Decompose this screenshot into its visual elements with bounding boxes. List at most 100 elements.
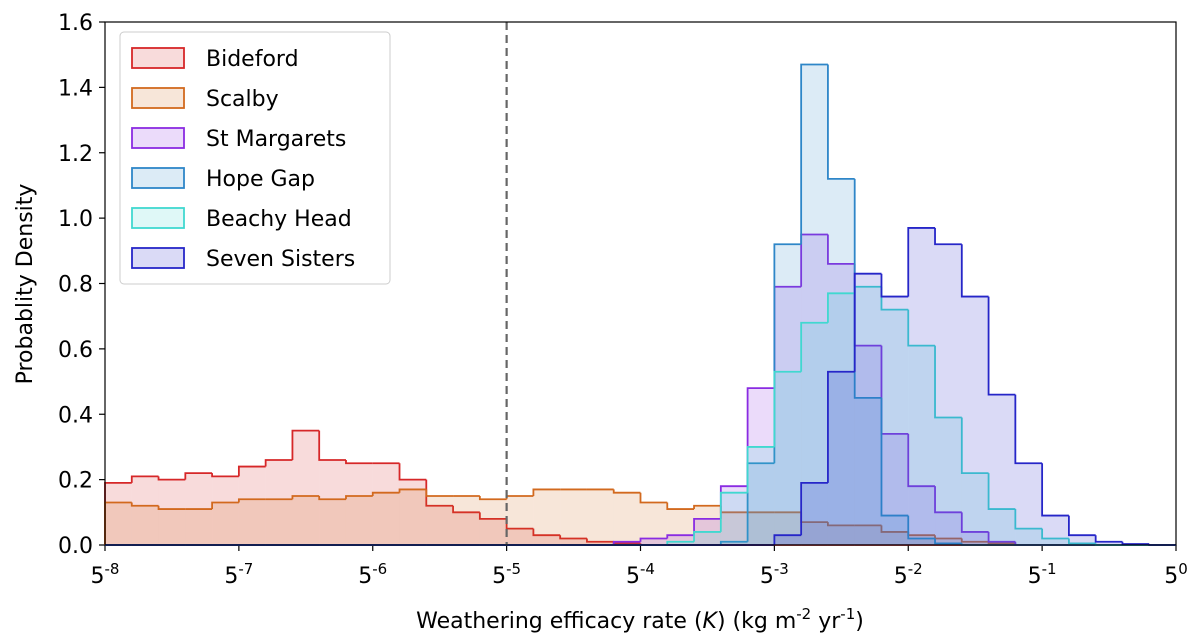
histogram-step [934, 486, 962, 514]
plot-frame [104, 21, 1177, 546]
histogram-bar [854, 345, 882, 545]
x-tick-base: 5 [1028, 564, 1042, 589]
x-tick-base: 5 [626, 564, 640, 589]
histogram-bar [238, 466, 266, 545]
histogram-bar [560, 538, 587, 545]
x-tick-exponent: -7 [238, 560, 253, 578]
histogram-bar [586, 541, 614, 545]
histogram-bar [854, 397, 882, 545]
legend-swatch [131, 87, 185, 109]
histogram-bar [935, 538, 962, 545]
histogram-bar [881, 531, 909, 545]
histogram-bar [345, 463, 373, 545]
histogram-step [586, 538, 614, 543]
histogram-bar [506, 495, 534, 545]
histogram-step [907, 309, 936, 347]
histogram-bar [694, 531, 721, 545]
histogram-bar [667, 541, 695, 545]
histogram-step [157, 476, 186, 481]
x-tick-exponent: -8 [105, 560, 120, 578]
series [105, 233, 1176, 546]
x-tick-label: 5-7 [224, 560, 253, 589]
x-tick-exponent: 0 [1178, 560, 1188, 578]
x-tick-exponent: -1 [1042, 560, 1057, 578]
histogram-bar [399, 479, 427, 545]
histogram-bar [479, 518, 507, 545]
y-tick-label: 1.4 [58, 76, 93, 101]
histogram-step [639, 537, 668, 542]
x-tick-base: 5 [894, 564, 908, 589]
x-axis-label-part: ) [855, 609, 864, 634]
histogram-bar [533, 489, 561, 545]
legend-label: St Margarets [206, 127, 346, 152]
x-axis-label: Weathering efficacy rate (K) (kg m-2 yr-… [416, 605, 864, 634]
histogram-bar [774, 512, 802, 545]
histogram-step [237, 465, 266, 477]
histogram-bar [935, 512, 962, 545]
histogram-bar [212, 502, 239, 545]
histogram-step [693, 517, 721, 536]
histogram-step [237, 498, 266, 503]
x-tick-label: 5-2 [894, 560, 923, 589]
histogram-step [907, 515, 936, 540]
legend-swatch [131, 47, 185, 69]
histogram-step [827, 522, 855, 527]
histogram-bar [640, 538, 668, 545]
histogram-bar [345, 495, 373, 545]
histogram-bar [158, 479, 186, 545]
histogram-bar [827, 525, 855, 545]
histogram-step [800, 63, 828, 245]
histogram-bar [158, 509, 186, 545]
x-tick-exponent: -4 [640, 560, 655, 578]
histogram-bar [319, 499, 346, 545]
histogram-step [666, 540, 695, 545]
histogram-bar [238, 499, 266, 545]
histogram-step [398, 488, 427, 493]
y-tick-label: 0.6 [58, 338, 93, 363]
histogram-step [130, 502, 159, 507]
histogram-bar [506, 528, 534, 545]
x-tick-label: 5-6 [358, 560, 387, 589]
histogram-step [425, 479, 454, 507]
histogram-step [719, 491, 748, 532]
histogram-bar [426, 505, 454, 545]
histogram-bar [1068, 535, 1096, 545]
y-tick-label: 0.8 [58, 273, 93, 298]
histogram-step [291, 495, 320, 500]
x-tick-base: 5 [760, 564, 774, 589]
legend-label: Beachy Head [206, 207, 352, 232]
histogram-step [345, 495, 373, 500]
histogram-bar [131, 476, 159, 545]
histogram-bar [854, 525, 882, 545]
legend-label: Bideford [206, 47, 299, 72]
histogram-step [1094, 535, 1123, 543]
x-axis-label-part: Weathering efficacy rate ( [416, 609, 702, 634]
x-axis-label-part: K [703, 609, 719, 634]
legend-swatch [131, 247, 185, 269]
histogram-bar [747, 512, 775, 545]
x-tick-base: 5 [1164, 564, 1178, 589]
x-tick-base: 5 [358, 564, 372, 589]
histogram-step [157, 505, 186, 510]
histogram-step [478, 512, 507, 520]
histogram-bar [988, 541, 1016, 545]
histogram-bar [827, 371, 855, 545]
histogram-step [666, 502, 695, 510]
histogram-step [291, 429, 320, 461]
legend-box [119, 31, 391, 285]
x-tick-exponent: -3 [774, 560, 789, 578]
histogram-bar [988, 509, 1016, 545]
histogram-bar [961, 473, 989, 545]
x-tick-exponent: -6 [372, 560, 387, 578]
legend-label: Seven Sisters [206, 247, 355, 272]
histogram-bar [1015, 463, 1043, 545]
histogram-step [907, 227, 936, 297]
histogram-step [987, 296, 1016, 396]
histogram-bar [747, 446, 775, 545]
histogram-bar [935, 417, 962, 545]
histogram-bar [1042, 515, 1069, 545]
histogram-bar [131, 505, 159, 545]
histogram-bar [854, 286, 882, 545]
histogram-step [532, 488, 561, 496]
histogram-bar [720, 541, 748, 545]
